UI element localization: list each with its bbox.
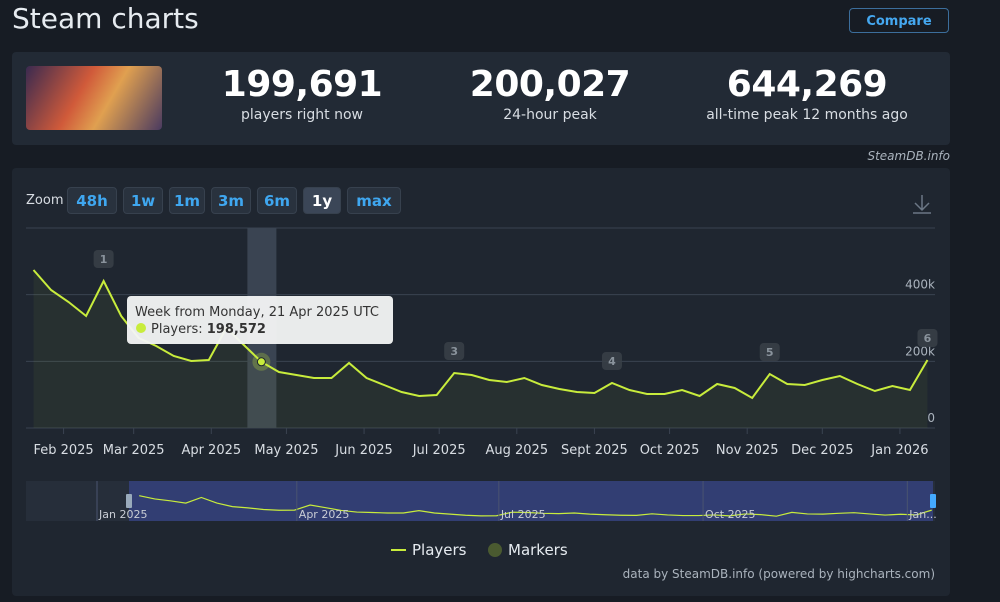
zoom-button[interactable]: 3m [211,187,251,214]
x-tick-label: Feb 2025 [33,443,93,458]
hover-point [256,357,266,367]
stat-value: 644,269 [726,64,888,105]
zoom-label: Zoom [26,193,64,208]
navigator-line [139,495,932,517]
x-tick-label: Mar 2025 [103,443,165,458]
zoom-button[interactable]: 1m [169,187,205,214]
x-tick-label: Apr 2025 [181,443,241,458]
marker-badge [759,343,780,361]
marker-badge [601,352,622,370]
zoom-button[interactable]: 6m [257,187,297,214]
game-thumbnail [26,66,162,130]
x-tick-label: Jan 2026 [870,443,928,458]
navigator-label: Jul 2025 [500,508,546,521]
stat: 200,027 24-hour peak [435,64,665,123]
stat-label: all-time peak 12 months ago [706,107,908,123]
stat-label: 24-hour peak [503,107,597,123]
tooltip-value: 198,572 [207,322,266,337]
navigator-label: Oct 2025 [705,508,756,521]
zoom-button[interactable]: 1y [303,187,341,214]
marker-badge [444,342,465,360]
x-tick-label: Oct 2025 [640,443,700,458]
tooltip-title: Week from Monday, 21 Apr 2025 UTC [135,305,379,320]
tooltip-label: Players: [151,322,203,337]
x-tick-label: Jul 2025 [412,443,466,458]
area [33,270,928,428]
line [32,269,929,400]
credit: SteamDB.info [867,149,950,163]
x-tick-label: Dec 2025 [791,443,853,458]
page-title: Steam charts [12,2,199,35]
navigator-handle [126,494,132,508]
marker-label: 5 [766,346,774,359]
stat: 644,269 all-time peak 12 months ago [692,64,922,123]
y-tick-label: 400k [905,278,935,292]
stats-panel: 199,691 players right now 200,027 24-hour … [12,52,950,145]
tooltip-swatch [136,323,146,333]
tooltip-box [127,296,393,344]
marker-label: 6 [924,332,932,345]
marker-label: 1 [100,253,108,266]
tooltip-text: Players: 198,572 [151,322,266,337]
legend-label: Markers [508,541,568,559]
legend-marker [488,543,502,557]
x-tick-label: Sept 2025 [561,443,628,458]
navigator-label: Apr 2025 [299,508,350,521]
legend-label: Players [412,541,467,559]
chart-panel [12,168,950,596]
marker-badge [93,250,114,268]
navigator-selection [129,481,933,521]
zoom-button[interactable]: max [347,187,401,214]
download-icon [913,195,931,214]
zoom-button[interactable]: 1w [123,187,163,214]
x-tick-label: May 2025 [254,443,318,458]
footer: data by SteamDB.info (powered by highcha… [622,567,935,581]
stat-label: players right now [241,107,363,123]
stat-value: 200,027 [469,64,631,105]
stat: 199,691 players right now [187,64,417,123]
x-tick-label: Aug 2025 [486,443,549,458]
zoom-button[interactable]: 48h [67,187,117,214]
x-tick-label: Jun 2025 [334,443,393,458]
marker-label: 3 [450,345,458,358]
x-tick-label: Nov 2025 [716,443,779,458]
navigator-label: Jan 2025 [98,508,147,521]
y-tick-label: 0 [927,411,935,425]
navigator-handle [930,494,936,508]
marker-label: 4 [608,355,616,368]
stat-value: 199,691 [221,64,383,105]
navigator-label: Jan... [908,508,936,521]
y-tick-label: 200k [905,344,935,358]
marker-badge [917,329,938,347]
compare-button[interactable]: Compare [849,8,949,33]
